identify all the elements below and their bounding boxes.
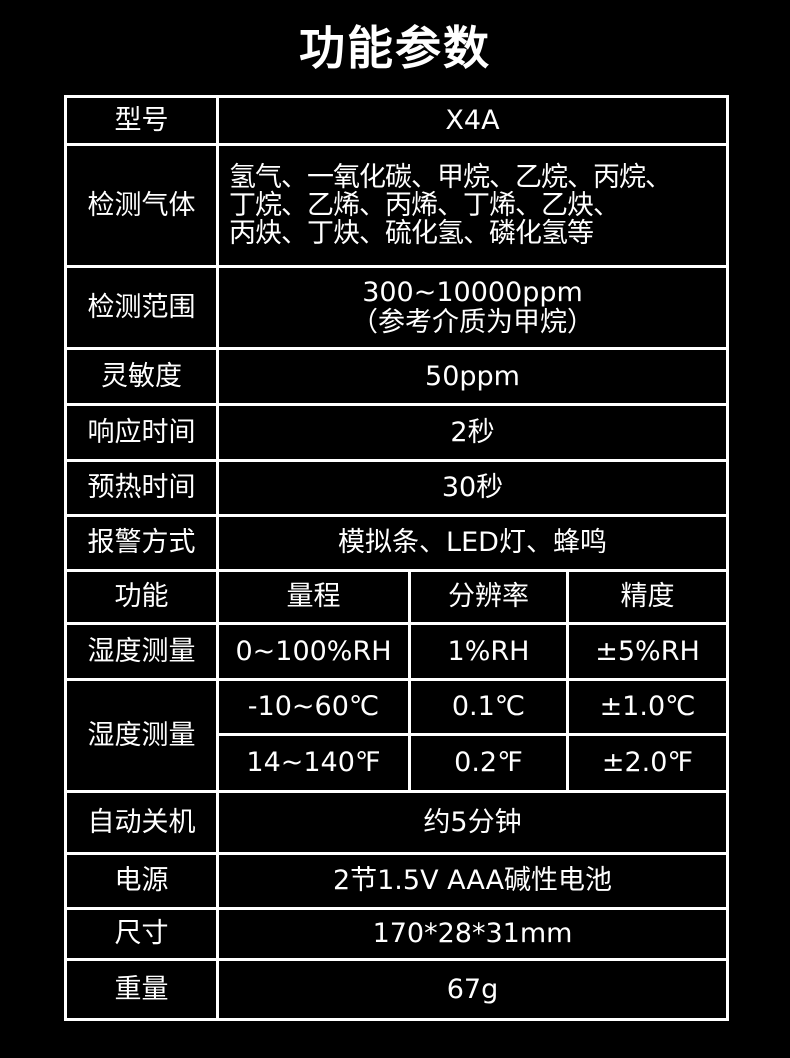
row-value: 2节1.5V AAA碱性电池: [215, 852, 730, 910]
table-row: 尺寸 170*28*31mm: [64, 907, 730, 961]
accuracy-cell: ±1.0℃: [565, 678, 730, 736]
range-cell: -10~60℃: [216, 678, 411, 736]
table-row: 报警方式 模拟条、LED灯、蜂鸣: [64, 514, 730, 572]
table-row: 电源 2节1.5V AAA碱性电池: [64, 852, 730, 910]
row-value: 50ppm: [215, 347, 730, 406]
measure-header-row: 功能 量程 分辨率 精度: [64, 569, 730, 625]
row-label: 电源: [64, 852, 219, 910]
table-row: 型号 X4A: [64, 95, 730, 146]
table-row: 响应时间 2秒: [64, 403, 730, 462]
header-cell: 量程: [216, 569, 411, 625]
row-value: 300~10000ppm （参考介质为甲烷）: [215, 265, 730, 350]
resolution-cell: 0.2℉: [408, 733, 569, 793]
table-row: 灵敏度 50ppm: [64, 347, 730, 406]
row-label: 自动关机: [64, 790, 219, 855]
table-row: 预热时间 30秒: [64, 459, 730, 517]
gas-line: 丙炔、丁炔、硫化氢、磷化氢等: [229, 217, 594, 249]
gas-line: 丁烷、乙烯、丙烯、丁烯、乙炔、: [229, 189, 620, 221]
row-label: 湿度测量: [64, 622, 219, 681]
table-row: 重量 67g: [64, 958, 730, 1021]
accuracy-cell: ±5%RH: [565, 622, 730, 681]
range-cell: 14~140℉: [216, 733, 411, 793]
table-row: 自动关机 约5分钟: [64, 790, 730, 855]
row-label: 灵敏度: [64, 347, 219, 406]
row-label: 检测范围: [64, 265, 219, 350]
spec-table: 型号 X4A 检测气体 氢气、一氧化碳、甲烷、乙烷、丙烷、 丁烷、乙烯、丙烯、丁…: [64, 95, 730, 1021]
humidity-row: 湿度测量 0~100%RH 1%RH ±5%RH: [64, 622, 730, 681]
range-line: （参考介质为甲烷）: [351, 306, 594, 338]
row-value: 170*28*31mm: [215, 907, 730, 961]
header-cell: 精度: [565, 569, 730, 625]
row-label: 重量: [64, 958, 219, 1021]
range-line: 300~10000ppm: [362, 276, 583, 308]
header-cell: 功能: [64, 569, 219, 625]
table-row: 检测范围 300~10000ppm （参考介质为甲烷）: [64, 265, 730, 350]
gas-line: 氢气、一氧化碳、甲烷、乙烷、丙烷、: [229, 161, 672, 193]
row-value: 氢气、一氧化碳、甲烷、乙烷、丙烷、 丁烷、乙烯、丙烯、丁烯、乙炔、 丙炔、丁炔、…: [215, 143, 730, 268]
row-label: 预热时间: [64, 459, 219, 517]
row-label: 报警方式: [64, 514, 219, 572]
page-title: 功能参数: [299, 21, 491, 75]
range-cell: 0~100%RH: [216, 622, 411, 681]
row-value: 模拟条、LED灯、蜂鸣: [215, 514, 730, 572]
row-value: 2秒: [215, 403, 730, 462]
row-label: 响应时间: [64, 403, 219, 462]
row-value: 约5分钟: [215, 790, 730, 855]
resolution-cell: 0.1℃: [408, 678, 569, 736]
resolution-cell: 1%RH: [408, 622, 569, 681]
temperature-row-fahrenheit: 14~140℉ 0.2℉ ±2.0℉: [66, 733, 730, 793]
row-label: 检测气体: [64, 143, 219, 268]
row-label: 型号: [64, 95, 219, 146]
row-label: 尺寸: [64, 907, 219, 961]
row-value: 30秒: [215, 459, 730, 517]
row-label: 湿度测量: [64, 678, 219, 793]
table-row: 检测气体 氢气、一氧化碳、甲烷、乙烷、丙烷、 丁烷、乙烯、丙烯、丁烯、乙炔、 丙…: [64, 143, 730, 268]
accuracy-cell: ±2.0℉: [565, 733, 730, 793]
header-cell: 分辨率: [408, 569, 569, 625]
temperature-row-celsius: 湿度测量 -10~60℃ 0.1℃ ±1.0℃: [64, 678, 730, 793]
row-value: X4A: [215, 95, 730, 146]
row-value: 67g: [215, 958, 730, 1021]
